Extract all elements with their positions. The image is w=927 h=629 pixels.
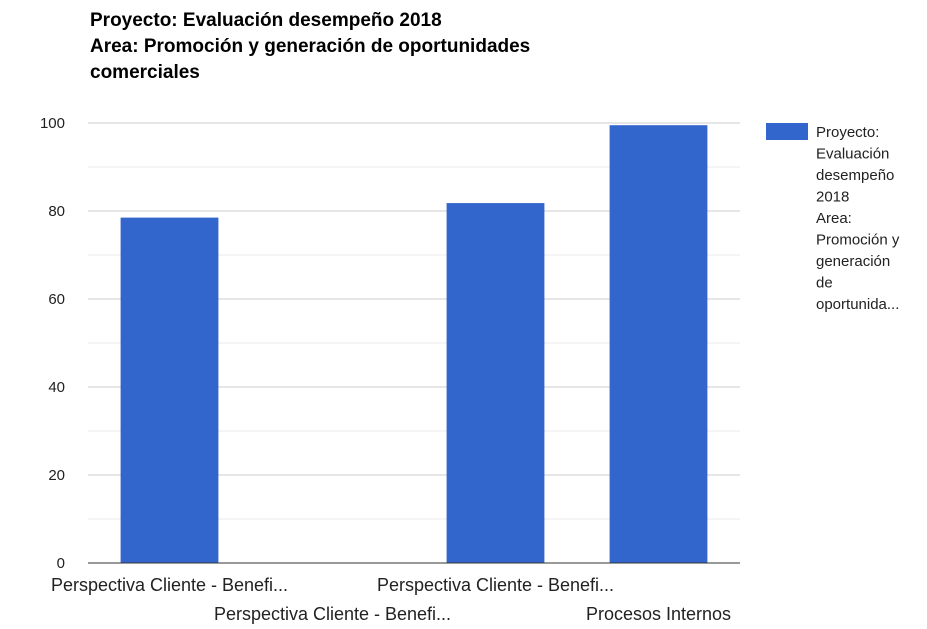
y-tick-label: 0 (57, 555, 65, 572)
legend-label-line: generación (816, 253, 890, 270)
y-tick-label: 40 (48, 379, 65, 396)
y-tick-label: 100 (40, 115, 65, 132)
x-category-label: Perspectiva Cliente - Benefi... (377, 575, 614, 595)
legend-label-line: de (816, 275, 833, 292)
y-axis-ticks: 0 20 40 60 80 100 (40, 115, 65, 572)
y-tick-label: 20 (48, 467, 65, 484)
x-axis-labels: Perspectiva Cliente - Benefi... Perspecti… (51, 575, 731, 624)
legend-label-line: oportunida... (816, 296, 899, 313)
chart-title: Proyecto: Evaluación desempeño 2018 Area… (90, 8, 730, 86)
bar-series (120, 125, 708, 563)
x-category-label: Perspectiva Cliente - Benefi... (214, 604, 451, 624)
legend: Proyecto: Evaluación desempeño 2018 Area: Pro… (766, 123, 900, 313)
legend-label-line: Proyecto: (816, 124, 879, 141)
legend-label-line: Evaluación (816, 146, 889, 163)
legend-label-line: desempeño (816, 167, 894, 184)
bar (609, 125, 708, 563)
legend-label-line: Area: (816, 210, 852, 227)
x-category-label: Perspectiva Cliente - Benefi... (51, 575, 288, 595)
bar (120, 217, 219, 563)
x-category-label: Procesos Internos (586, 604, 731, 624)
bar (446, 203, 545, 563)
y-tick-label: 80 (48, 203, 65, 220)
legend-label-line: 2018 (816, 189, 849, 206)
chart-title-line-3: comerciales (90, 62, 200, 83)
legend-swatch (766, 123, 808, 140)
y-tick-label: 60 (48, 291, 65, 308)
legend-label-line: Promoción y (816, 232, 900, 249)
chart-title-line-2: Area: Promoción y generación de oportuni… (90, 36, 531, 57)
chart-title-line-1: Proyecto: Evaluación desempeño 2018 (90, 10, 442, 31)
